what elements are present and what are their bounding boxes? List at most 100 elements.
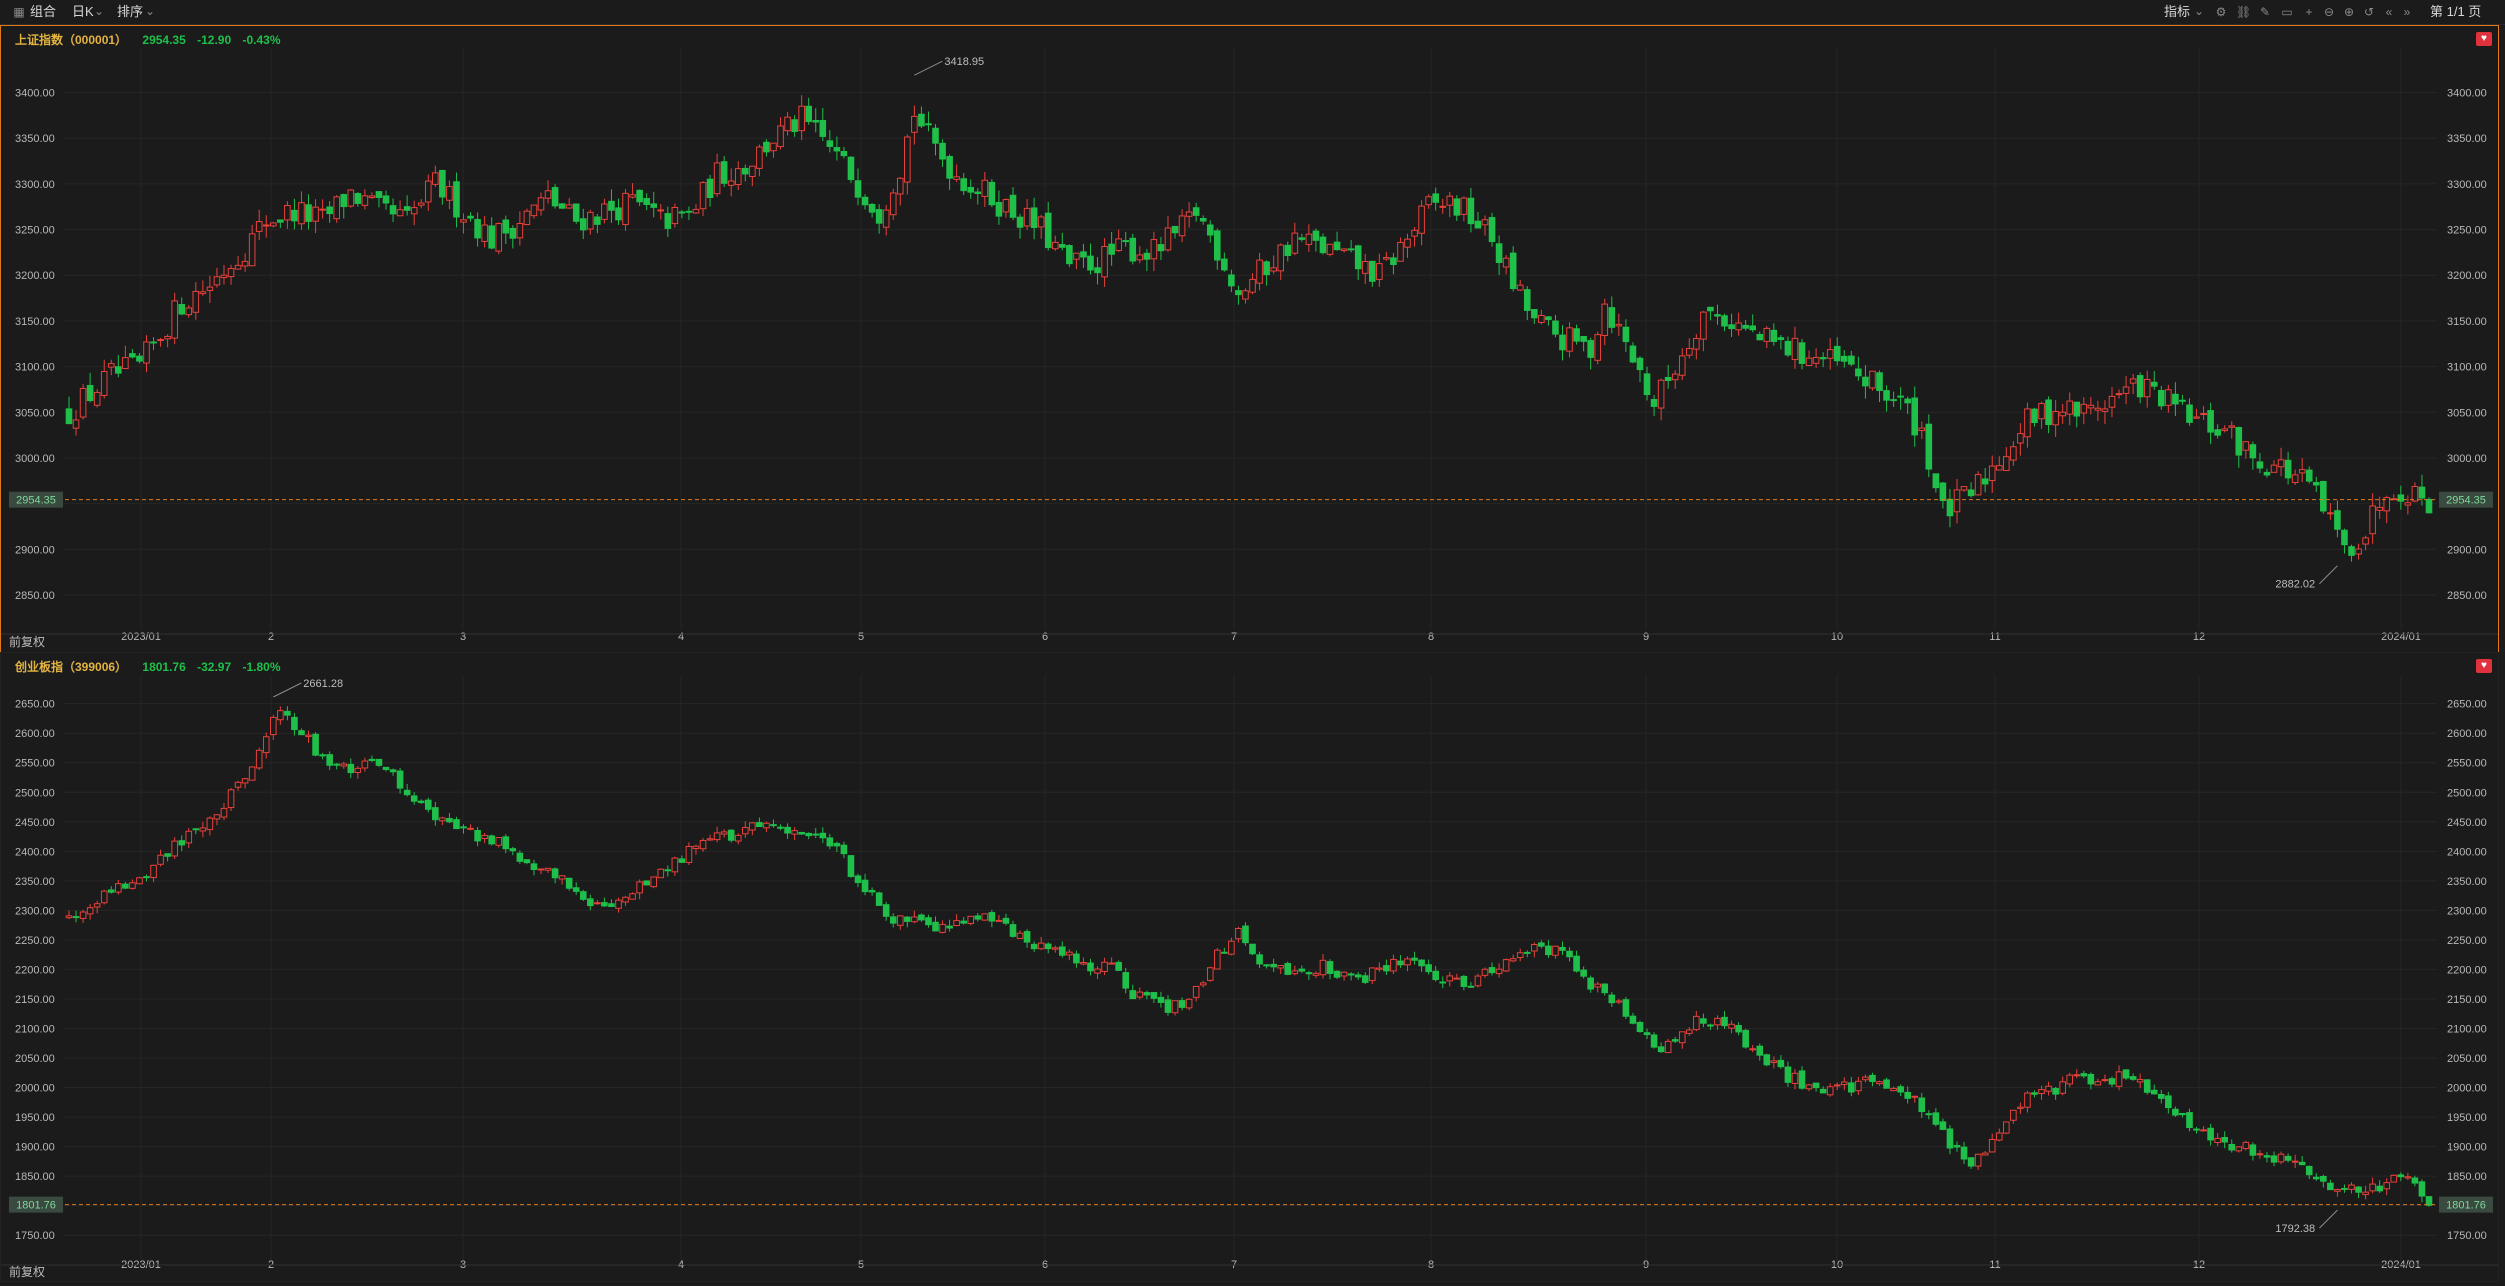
candle xyxy=(1594,334,1602,361)
candle xyxy=(1798,342,1806,364)
candle xyxy=(1516,952,1524,959)
candle xyxy=(1249,278,1256,293)
restore-rights-label[interactable]: 前复权 xyxy=(9,635,46,649)
candle xyxy=(1925,423,1933,470)
candle xyxy=(72,419,80,429)
candle xyxy=(911,916,918,923)
candle xyxy=(622,192,629,226)
favorite-icon[interactable]: ♥ xyxy=(2476,32,2492,46)
candle xyxy=(1967,489,1975,497)
candle xyxy=(2369,505,2376,535)
candle xyxy=(692,845,700,849)
candle xyxy=(1770,1060,1778,1063)
candle xyxy=(2291,1160,2299,1163)
candle xyxy=(2045,1085,2052,1092)
indicator-menu[interactable]: 指标 xyxy=(2164,4,2191,19)
chevron-down-icon[interactable]: ⌄ xyxy=(144,4,156,18)
sort-select[interactable]: 排序 xyxy=(117,4,144,19)
candle xyxy=(1481,219,1489,226)
candle xyxy=(72,916,80,919)
zoom-in-icon[interactable]: ⊕ xyxy=(2343,5,2355,19)
candle xyxy=(889,916,897,924)
candle xyxy=(1361,975,1369,983)
link-icon[interactable]: ⛓ xyxy=(2236,5,2252,19)
candle xyxy=(594,902,601,905)
candle xyxy=(1728,1023,1735,1029)
candle xyxy=(2024,408,2031,438)
favorite-icon[interactable]: ♥ xyxy=(2476,659,2492,673)
candle xyxy=(1700,311,1707,340)
candle xyxy=(925,917,932,926)
forward-icon[interactable]: » xyxy=(2403,5,2411,19)
y-tick-label: 3150.00 xyxy=(15,316,55,328)
combo-menu[interactable]: 组合 xyxy=(30,4,57,19)
candle xyxy=(1439,981,1447,984)
candle xyxy=(2348,546,2355,556)
candle xyxy=(361,195,369,206)
candle xyxy=(284,204,291,221)
candle xyxy=(1481,968,1489,976)
rewind-icon[interactable]: « xyxy=(2385,5,2393,19)
chevron-down-icon[interactable]: ⌄ xyxy=(93,4,105,18)
candle xyxy=(1474,975,1482,987)
candle xyxy=(2214,1137,2221,1143)
period-select[interactable]: 日K xyxy=(72,4,94,19)
candle xyxy=(185,307,193,316)
candle xyxy=(1404,238,1411,248)
candle xyxy=(326,754,333,766)
candle xyxy=(368,758,376,761)
candle xyxy=(1087,255,1094,271)
candle xyxy=(1185,998,1193,1009)
candle xyxy=(1298,968,1306,972)
candle xyxy=(424,180,432,203)
undo-icon[interactable]: ↺ xyxy=(2363,5,2375,19)
candle xyxy=(1981,1152,1989,1156)
y-tick-label: 3250.00 xyxy=(2447,225,2487,237)
candle xyxy=(178,840,186,846)
candle xyxy=(1446,195,1454,206)
y-tick-label: 1950.00 xyxy=(15,1112,55,1124)
y-tick-label: 3400.00 xyxy=(2447,88,2487,100)
candle xyxy=(1559,334,1566,351)
restore-rights-label[interactable]: 前复权 xyxy=(9,1265,46,1279)
candle xyxy=(2270,1155,2278,1163)
candle xyxy=(2066,1074,2074,1085)
candle xyxy=(1784,1066,1792,1083)
chart-panel-chinext[interactable]: 创业板指（399006） 1801.76 -32.97 -1.80% ♥ 175… xyxy=(0,652,2499,1282)
settings-icon[interactable]: ⚙ xyxy=(2215,5,2227,19)
candle xyxy=(305,204,312,222)
chevron-down-icon[interactable]: ⌄ xyxy=(2193,4,2205,18)
candle xyxy=(1213,949,1221,970)
candle xyxy=(2277,1153,2285,1163)
candle xyxy=(1587,977,1594,990)
candle xyxy=(382,766,390,770)
candle xyxy=(551,187,559,207)
label-icon[interactable]: ▭ xyxy=(2281,5,2293,19)
draw-pen-icon[interactable]: ✎ xyxy=(2259,5,2271,19)
candle xyxy=(340,763,348,767)
candle xyxy=(93,903,101,908)
candle xyxy=(2129,1076,2137,1080)
y-tick-label: 3400.00 xyxy=(15,88,55,100)
zoom-out-icon[interactable]: ⊖ xyxy=(2323,5,2335,19)
candle xyxy=(1404,958,1411,966)
candle xyxy=(2334,510,2341,530)
candle xyxy=(995,919,1003,922)
candle xyxy=(2291,474,2299,484)
chart-panel-shanghai[interactable]: 上证指数（000001） 2954.35 -12.90 -0.43% ♥ 285… xyxy=(0,25,2499,653)
candle xyxy=(889,192,897,216)
candle xyxy=(1101,246,1108,278)
candle xyxy=(2355,1186,2362,1193)
candle xyxy=(2087,1073,2095,1085)
candle xyxy=(453,181,460,218)
candle xyxy=(1876,372,1883,392)
y-tick-label: 3000.00 xyxy=(2447,453,2487,465)
candle xyxy=(2031,408,2038,424)
candle xyxy=(136,355,143,362)
grid-icon[interactable]: ▦ xyxy=(13,5,25,19)
candle xyxy=(1340,971,1348,977)
y-tick-label: 1900.00 xyxy=(15,1142,55,1154)
candle xyxy=(1432,970,1439,981)
crosshair-icon[interactable]: + xyxy=(2305,5,2313,19)
candle xyxy=(65,408,73,425)
